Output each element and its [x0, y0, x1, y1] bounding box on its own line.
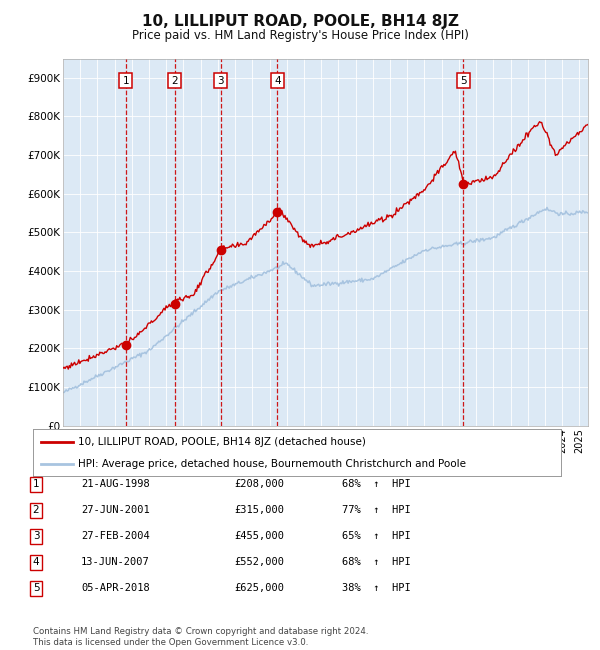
Text: 27-FEB-2004: 27-FEB-2004 — [81, 531, 150, 541]
Text: 05-APR-2018: 05-APR-2018 — [81, 583, 150, 593]
Text: £552,000: £552,000 — [234, 557, 284, 567]
Text: 2: 2 — [32, 505, 40, 515]
Text: 68%  ↑  HPI: 68% ↑ HPI — [342, 557, 411, 567]
Text: 1: 1 — [122, 75, 129, 86]
Text: £455,000: £455,000 — [234, 531, 284, 541]
Text: 10, LILLIPUT ROAD, POOLE, BH14 8JZ (detached house): 10, LILLIPUT ROAD, POOLE, BH14 8JZ (deta… — [78, 437, 366, 447]
Text: 4: 4 — [32, 557, 40, 567]
Text: Contains HM Land Registry data © Crown copyright and database right 2024.
This d: Contains HM Land Registry data © Crown c… — [33, 627, 368, 647]
Text: 65%  ↑  HPI: 65% ↑ HPI — [342, 531, 411, 541]
Text: 2: 2 — [172, 75, 178, 86]
Text: 1: 1 — [32, 479, 40, 489]
Text: 27-JUN-2001: 27-JUN-2001 — [81, 505, 150, 515]
Text: 13-JUN-2007: 13-JUN-2007 — [81, 557, 150, 567]
Text: 68%  ↑  HPI: 68% ↑ HPI — [342, 479, 411, 489]
Text: HPI: Average price, detached house, Bournemouth Christchurch and Poole: HPI: Average price, detached house, Bour… — [78, 459, 466, 469]
Text: 4: 4 — [274, 75, 281, 86]
Text: 10, LILLIPUT ROAD, POOLE, BH14 8JZ: 10, LILLIPUT ROAD, POOLE, BH14 8JZ — [142, 14, 458, 29]
Text: 5: 5 — [32, 583, 40, 593]
Text: £315,000: £315,000 — [234, 505, 284, 515]
Text: 3: 3 — [217, 75, 224, 86]
Text: £208,000: £208,000 — [234, 479, 284, 489]
Text: £625,000: £625,000 — [234, 583, 284, 593]
Text: 3: 3 — [32, 531, 40, 541]
Text: 38%  ↑  HPI: 38% ↑ HPI — [342, 583, 411, 593]
Text: 77%  ↑  HPI: 77% ↑ HPI — [342, 505, 411, 515]
Text: Price paid vs. HM Land Registry's House Price Index (HPI): Price paid vs. HM Land Registry's House … — [131, 29, 469, 42]
Text: 21-AUG-1998: 21-AUG-1998 — [81, 479, 150, 489]
Text: 5: 5 — [460, 75, 467, 86]
